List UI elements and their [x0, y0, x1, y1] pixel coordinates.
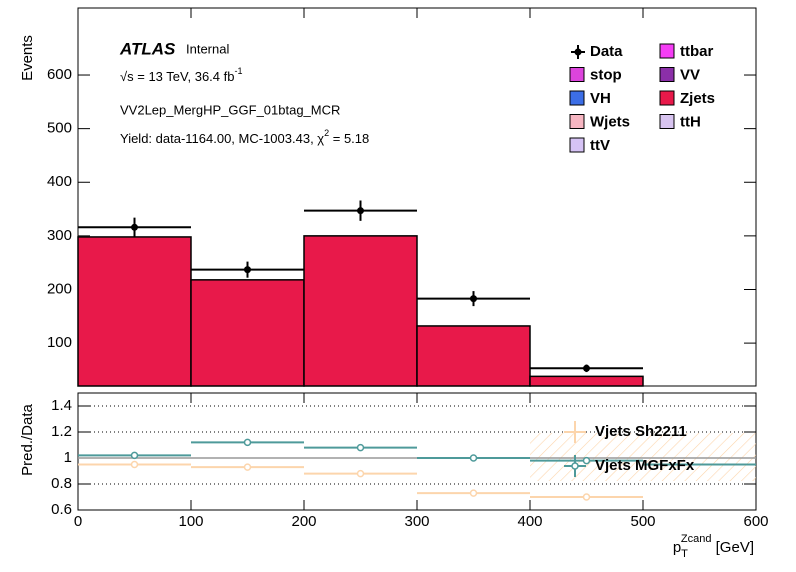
energy-text: √s = 13 TeV, 36.4 fb — [120, 69, 234, 84]
ratio-point — [582, 456, 591, 465]
x-label-sup: Zcand — [681, 533, 712, 545]
x-tick-label: 300 — [404, 513, 429, 530]
ratio-point — [469, 454, 478, 462]
data-point — [131, 223, 138, 231]
legend-swatch — [659, 90, 675, 106]
legend-label: ttbar — [680, 43, 713, 60]
x-tick-label: 100 — [178, 513, 203, 530]
data-point — [244, 266, 251, 274]
ratio-point — [243, 463, 252, 471]
ratio-point — [469, 489, 478, 497]
histogram-bar — [190, 279, 305, 387]
legend-marker — [571, 462, 579, 470]
y-tick-label: 300 — [47, 227, 72, 244]
y-tick-label: 1.2 — [51, 423, 72, 440]
y-tick-label: 0.8 — [51, 475, 72, 492]
x-label-main: p — [673, 539, 681, 556]
legend-marker — [574, 48, 582, 56]
x-label-unit: [GeV] — [711, 539, 754, 556]
legend-label: Data — [590, 43, 623, 60]
x-tick-label: 600 — [743, 513, 768, 530]
energy-label: √s = 13 TeV, 36.4 fb-1 — [120, 66, 243, 84]
legend-label: Wjets — [590, 113, 630, 130]
region-label: VV2Lep_MergHP_GGF_01btag_MCR — [120, 102, 340, 117]
ratio-point — [356, 469, 365, 478]
histogram-bar — [529, 375, 644, 387]
x-label-sub: T — [681, 548, 688, 560]
legend-swatch — [659, 114, 675, 129]
x-tick-label: 0 — [74, 513, 82, 530]
legend-swatch — [569, 137, 585, 153]
data-point — [357, 207, 364, 215]
data-point — [470, 295, 477, 303]
x-axis-label: pT Zcand [GeV] — [673, 533, 754, 560]
legend-swatch — [569, 114, 585, 129]
ratio-point — [130, 460, 139, 469]
x-tick-label: 500 — [630, 513, 655, 530]
legend-swatch — [569, 67, 585, 82]
legend-swatch — [569, 90, 585, 106]
legend-label: ttV — [590, 137, 610, 154]
yield-tail: = 5.18 — [329, 131, 369, 146]
legend-label: ttH — [680, 113, 701, 130]
y-tick-label: 500 — [47, 120, 72, 137]
ratio-y-axis-label: Pred./Data — [19, 403, 36, 475]
ratio-point — [356, 443, 365, 452]
legend-swatch — [659, 67, 675, 82]
legend-label: Zjets — [680, 90, 715, 107]
legend-label: Vjets Sh2211 — [595, 423, 687, 440]
legend-label: VV — [680, 66, 700, 83]
data-point — [583, 364, 590, 372]
ratio-point — [582, 493, 591, 501]
y-tick-label: 1.4 — [51, 397, 72, 414]
x-tick-label: 200 — [291, 513, 316, 530]
histogram-bar — [303, 235, 418, 387]
y-tick-label: 1 — [64, 449, 72, 466]
legend-label: stop — [590, 66, 622, 83]
ratio-point — [130, 451, 139, 460]
y-tick-label: 100 — [47, 334, 72, 351]
legend-label: VH — [590, 90, 611, 107]
yield-text: Yield: data-1164.00, MC-1003.43, χ — [120, 131, 324, 146]
x-tick-label: 400 — [517, 513, 542, 530]
y-tick-label: 0.6 — [51, 501, 72, 518]
yield-label: Yield: data-1164.00, MC-1003.43, χ2 = 5.… — [120, 128, 369, 146]
yield-sup: 2 — [324, 128, 329, 138]
energy-sup: -1 — [234, 66, 242, 76]
y-tick-label: 200 — [47, 280, 72, 297]
y-tick-label: 400 — [47, 173, 72, 190]
y-tick-label: 600 — [47, 66, 72, 83]
y-axis-label: Events — [19, 35, 36, 81]
legend-label: Vjets MGFxFx — [595, 457, 695, 474]
histogram-bar — [416, 325, 531, 387]
atlas-status: Internal — [186, 41, 229, 56]
uncertainty-band — [530, 433, 756, 481]
atlas-label: ATLAS — [119, 39, 176, 58]
legend-swatch — [659, 43, 675, 59]
ratio-point — [243, 438, 252, 447]
histogram-bar — [77, 236, 192, 387]
